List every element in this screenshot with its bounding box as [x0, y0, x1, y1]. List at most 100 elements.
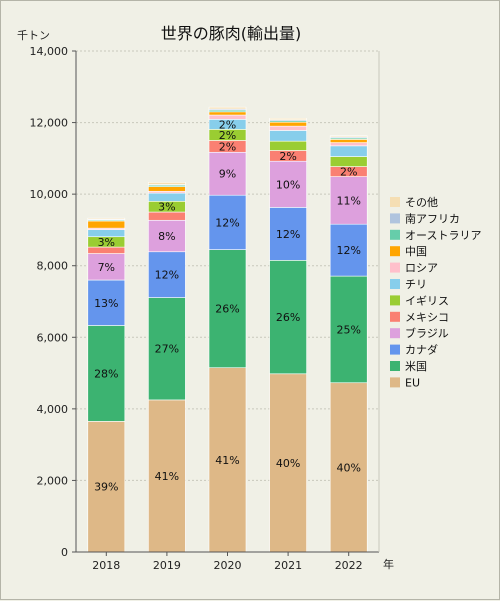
data-label: 3%	[158, 201, 175, 214]
bar-segment	[148, 399, 186, 553]
legend-label: チリ	[405, 278, 427, 291]
bar-segment	[269, 160, 307, 208]
legend-swatch	[390, 229, 400, 240]
bar-segment	[148, 182, 186, 185]
y-tick-label: 4,000	[37, 403, 69, 416]
bar-segment	[329, 275, 368, 384]
data-label: 25%	[336, 323, 360, 336]
bar-segment	[208, 111, 247, 116]
legend-swatch	[390, 262, 400, 273]
bar-segment	[148, 186, 186, 192]
legend-swatch	[390, 246, 400, 257]
legend-label: ロシア	[405, 262, 438, 275]
data-label: 41%	[215, 454, 239, 467]
bar-segment	[148, 192, 186, 202]
bar-segment	[269, 121, 307, 127]
legend-label: オーストラリア	[405, 229, 481, 242]
y-tick-label: 6,000	[37, 331, 69, 344]
data-label: 12%	[155, 269, 179, 282]
bar-segment	[329, 223, 368, 277]
bar-segment	[269, 140, 307, 151]
data-label: 27%	[155, 343, 179, 356]
data-label: 2%	[340, 166, 357, 179]
legend-swatch	[390, 328, 400, 339]
bar-segment	[329, 382, 368, 553]
y-tick-label: 14,000	[30, 45, 69, 58]
bar-segment	[329, 156, 368, 167]
bar-segment	[148, 251, 186, 298]
legend-label: その他	[405, 196, 438, 209]
data-label: 11%	[336, 194, 360, 207]
data-label: 9%	[219, 168, 236, 181]
bar-segment	[208, 194, 247, 250]
bar-segment	[208, 114, 247, 120]
data-label: 39%	[94, 481, 118, 494]
bar-segment	[148, 219, 186, 253]
bar-segment	[329, 135, 368, 138]
bar-segment	[208, 249, 247, 369]
legend-swatch	[390, 213, 400, 224]
legend-label: 米国	[405, 360, 427, 373]
legend-label: ブラジル	[405, 326, 449, 340]
bar-segment	[329, 142, 368, 147]
bar-segment	[329, 145, 368, 157]
legend-label: カナダ	[405, 343, 438, 357]
data-label: 12%	[276, 228, 300, 241]
legend-swatch	[390, 377, 400, 388]
x-tick-label: 2021	[274, 559, 302, 572]
data-label: 12%	[215, 216, 239, 229]
legend-swatch	[390, 279, 400, 289]
bar-segment	[87, 229, 126, 238]
y-tick-label: 2,000	[37, 474, 69, 487]
y-tick-label: 8,000	[37, 260, 69, 273]
data-label: 2%	[279, 150, 296, 163]
data-label: 41%	[155, 470, 179, 483]
bar-segment	[329, 139, 368, 143]
data-label: 40%	[276, 457, 300, 470]
legend-label: 中国	[405, 245, 427, 258]
data-label: 10%	[276, 178, 300, 191]
bar-segment	[269, 207, 307, 261]
x-axis-unit-label: 年	[383, 557, 394, 571]
data-label: 28%	[94, 367, 118, 380]
data-label: 2%	[219, 129, 236, 142]
bar-segment	[269, 125, 307, 131]
x-tick-label: 2020	[214, 559, 242, 572]
legend-swatch	[390, 295, 400, 306]
y-tick-label: 12,000	[30, 117, 69, 130]
bar-segment	[269, 130, 307, 142]
chart-title: 世界の豚肉(輸出量)	[161, 24, 302, 43]
data-label: 26%	[276, 311, 300, 324]
data-label: 2%	[219, 118, 236, 131]
data-label: 2%	[219, 140, 236, 153]
legend-label: 南アフリカ	[405, 212, 460, 225]
data-label: 40%	[336, 461, 360, 474]
bar-segment	[208, 367, 247, 553]
data-label: 26%	[215, 303, 239, 316]
bar-segment	[87, 217, 126, 220]
data-label: 8%	[158, 230, 175, 243]
bar-segment	[87, 253, 126, 281]
bar-segment	[208, 151, 247, 196]
bar-segment	[208, 106, 247, 110]
x-tick-label: 2019	[153, 559, 181, 572]
y-tick-label: 0	[61, 546, 68, 559]
data-label: 13%	[94, 297, 118, 310]
legend-swatch	[390, 311, 400, 322]
bar-segment	[269, 117, 307, 121]
bar-segment	[87, 220, 126, 229]
legend-swatch	[390, 344, 400, 355]
bar-segment	[87, 421, 126, 553]
y-tick-label: 10,000	[30, 188, 69, 201]
x-tick-label: 2022	[335, 559, 363, 572]
legend-label: メキシコ	[405, 311, 449, 324]
data-label: 3%	[98, 236, 115, 249]
legend-swatch	[390, 197, 400, 207]
bar-segment	[87, 279, 126, 326]
bar-segment	[269, 373, 307, 553]
legend-label: EU	[405, 376, 420, 389]
x-tick-label: 2018	[92, 559, 120, 572]
bar-segment	[269, 260, 307, 375]
